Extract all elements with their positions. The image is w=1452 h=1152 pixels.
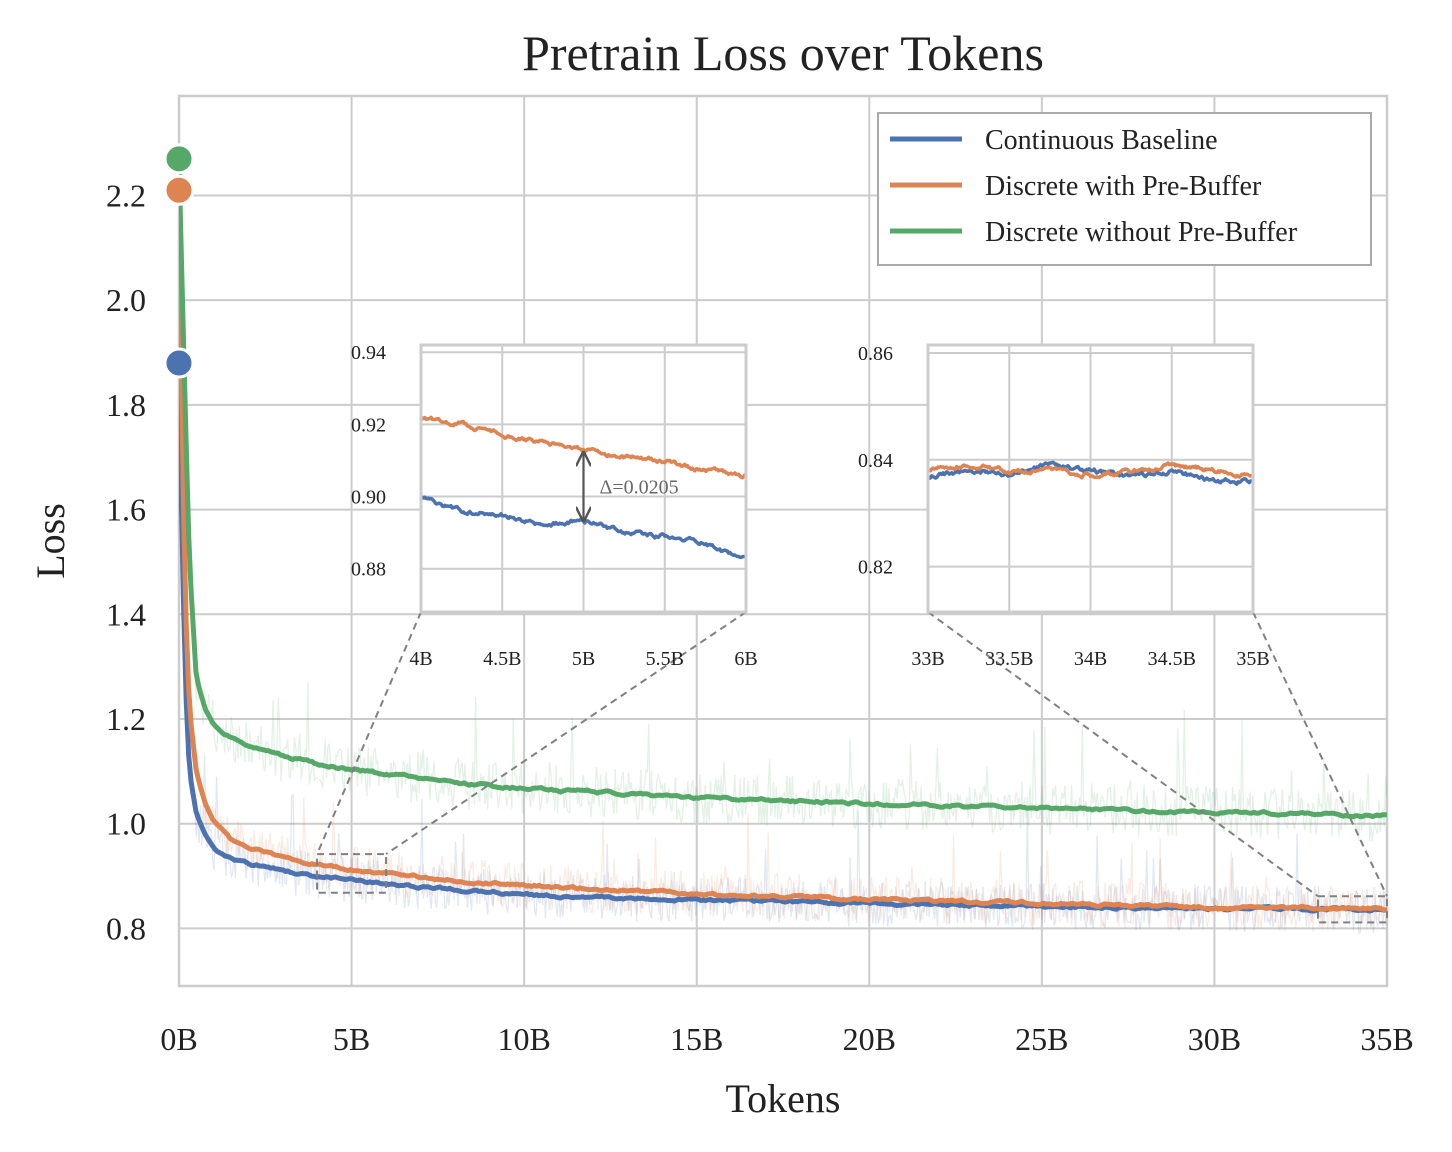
inset-x-tick-label: 34B	[1074, 648, 1107, 670]
inset-x-tick-label: 34.5B	[1148, 648, 1196, 670]
y-tick-label: 1.4	[106, 596, 146, 632]
series-lines	[179, 158, 1387, 914]
start-point-marker	[163, 347, 195, 379]
zoom-connectors	[316, 611, 1389, 924]
legend-label: Discrete without Pre-Buffer	[985, 217, 1298, 248]
inset-y-tick-label: 0.84	[858, 450, 893, 472]
inset-x-tick-label: 4.5B	[483, 648, 521, 670]
inset-y-tick-label: 0.86	[858, 343, 893, 365]
y-tick-label: 0.8	[106, 910, 146, 946]
inset-series-line	[928, 461, 1253, 480]
y-tick-label: 1.6	[106, 492, 146, 528]
delta-annotation: Δ=0.0205	[600, 477, 679, 499]
legend-label: Continuous Baseline	[985, 125, 1218, 156]
inset-frame	[419, 343, 748, 614]
y-tick-label: 1.2	[106, 701, 146, 737]
x-tick-label: 25B	[1015, 1021, 1068, 1057]
y-tick-label: 1.8	[106, 387, 146, 423]
zoom-region	[316, 853, 388, 894]
legend: Continuous Baseline Discrete with Pre-Buf…	[877, 112, 1372, 266]
start-markers	[163, 143, 195, 379]
inset-x-tick-label: 4B	[409, 648, 432, 670]
inset-series-line	[928, 460, 1253, 486]
zoom-connector-right	[1252, 611, 1388, 897]
series-line	[179, 158, 1387, 820]
inset-y-tick-label: 0.88	[351, 559, 386, 581]
x-tick-label: 35B	[1360, 1021, 1413, 1057]
inset-x-tick-label: 6B	[734, 648, 757, 670]
inset-y-tick-label: 0.94	[351, 342, 386, 364]
y-tick-label: 1.0	[106, 806, 146, 842]
inset-x-tick-label: 33.5B	[985, 648, 1033, 670]
y-axis-title: Loss	[28, 503, 73, 579]
inset-y-tick-label: 0.82	[858, 557, 893, 579]
x-tick-label: 20B	[843, 1021, 896, 1057]
x-axis-ticks: 0B 5B 10B 15B 20B 25B 30B 35B	[160, 1021, 1413, 1057]
inset-y-tick-label: 0.92	[351, 414, 386, 436]
inset-y-tick-label: 0.90	[351, 487, 386, 509]
x-tick-label: 0B	[160, 1021, 197, 1057]
zoom-connector-left	[316, 611, 422, 855]
x-tick-label: 30B	[1188, 1021, 1241, 1057]
x-axis-title: Tokens	[726, 1076, 841, 1121]
zoom-connector-right	[385, 611, 747, 855]
inset-frame	[926, 343, 1255, 614]
series-noise-band	[179, 213, 1387, 932]
series-line	[179, 190, 1387, 913]
inset-x-tick-label: 35B	[1236, 648, 1269, 670]
y-axis-ticks: 0.8 1.0 1.2 1.4 1.6 1.8 2.0 2.2	[106, 177, 146, 946]
start-point-marker	[163, 143, 195, 175]
legend-label: Discrete with Pre-Buffer	[985, 171, 1262, 202]
chart-title: Pretrain Loss over Tokens	[522, 25, 1044, 81]
start-point-marker	[163, 174, 195, 206]
inset-zoom-early: 4B 4.5B 5B 5.5B 6B 0.88 0.90 0.92 0.94 Δ=0.0205	[351, 342, 758, 670]
inset-x-tick-label: 33B	[911, 648, 944, 670]
x-tick-label: 10B	[497, 1021, 550, 1057]
main-grid	[178, 96, 1388, 986]
x-tick-label: 5B	[333, 1021, 370, 1057]
inset-x-tick-label: 5B	[572, 648, 595, 670]
y-tick-label: 2.0	[106, 282, 146, 318]
series-noise-band	[179, 172, 1387, 842]
zoom-connector-left	[927, 611, 1319, 898]
inset-x-tick-label: 5.5B	[646, 648, 684, 670]
y-tick-label: 2.2	[106, 177, 146, 213]
x-tick-label: 15B	[670, 1021, 723, 1057]
inset-series-line	[421, 415, 746, 480]
inset-zoom-late: 33B 33.5B 34B 34.5B 35B 0.82 0.84 0.86	[858, 343, 1270, 670]
